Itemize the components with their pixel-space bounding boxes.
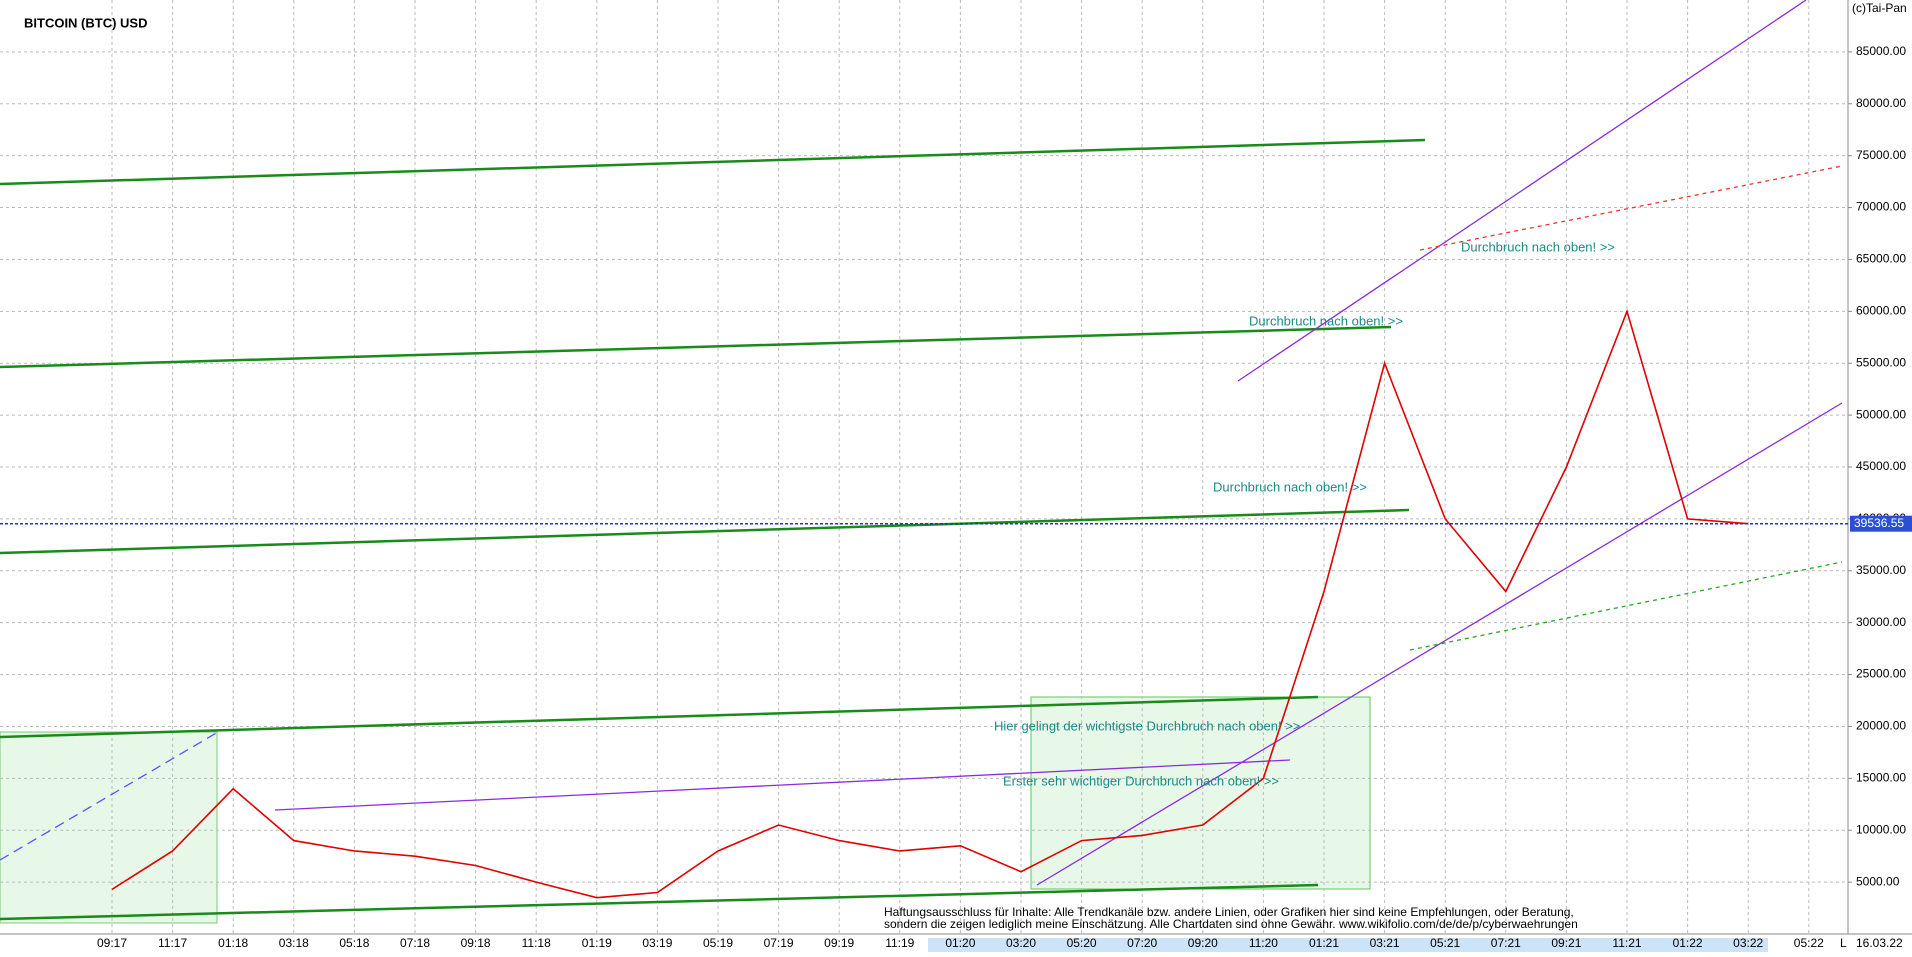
x-tick-label: 07:21 [1491, 936, 1521, 950]
x-tick-label: 09:19 [824, 936, 854, 950]
channel-line [274, 759, 1291, 811]
zone-box [1030, 696, 1371, 890]
x-tick-label: 05:21 [1430, 936, 1460, 950]
trend-line [0, 883, 1319, 921]
x-tick-label: 01:18 [218, 936, 248, 950]
y-tick-label: 45000.00 [1856, 459, 1906, 473]
last-price-box [1850, 515, 1912, 532]
trend-line [0, 508, 1410, 555]
y-tick-label: 85000.00 [1856, 44, 1906, 58]
y-tick-label: 80000.00 [1856, 96, 1906, 110]
support-line [1409, 561, 1843, 651]
channel-lines [0, 0, 1843, 886]
x-tick-label: 09:18 [461, 936, 491, 950]
x-tick-label: 09:20 [1188, 936, 1218, 950]
trend-line [0, 731, 219, 861]
y-tick-label: 65000.00 [1856, 252, 1906, 266]
x-tick-label: 11:18 [522, 936, 551, 950]
x-tick-label: 07:18 [400, 936, 430, 950]
y-tick-label: 35000.00 [1856, 563, 1906, 577]
y-tick-label: 50000.00 [1856, 407, 1906, 421]
annotation: Durchbruch nach oben! >> [1461, 239, 1615, 254]
x-tick-label: 11:19 [885, 936, 914, 950]
scale-mode: L [1840, 936, 1847, 950]
annotation: Durchbruch nach oben! >> [1213, 479, 1367, 494]
x-tick-label: 03:21 [1370, 936, 1400, 950]
x-tick-label: 01:19 [582, 936, 612, 950]
x-tick-label: 07:19 [764, 936, 794, 950]
zone-box [0, 731, 218, 924]
x-tick-label: 03:22 [1733, 936, 1763, 950]
x-tick-label: 03:19 [642, 936, 672, 950]
trend-line [0, 695, 1319, 739]
copyright: (c)Tai-Pan [1852, 1, 1907, 15]
x-tick-label: 01:20 [945, 936, 975, 950]
trend-line [0, 325, 1392, 369]
disclaimer: Haftungsausschluss für Inhalte: Alle Tre… [884, 905, 1574, 919]
y-tick-label: 15000.00 [1856, 771, 1906, 785]
date-label: 16.03.22 [1856, 936, 1903, 950]
disclaimer: sondern die zeigen lediglich meine Einsc… [884, 917, 1578, 931]
chart-title: BITCOIN (BTC) USD [24, 15, 148, 30]
x-tick-label: 01:22 [1673, 936, 1703, 950]
trend-lines [0, 138, 1426, 921]
x-tick-label: 05:22 [1794, 936, 1824, 950]
annotation: Hier gelingt der wichtigste Durchbruch n… [994, 718, 1300, 733]
y-tick-label: 70000.00 [1856, 200, 1906, 214]
y-tick-label: 30000.00 [1856, 615, 1906, 629]
y-tick-label: 5000.00 [1856, 874, 1900, 888]
y-tick-label: 10000.00 [1856, 822, 1906, 836]
x-tick-label: 05:19 [703, 936, 733, 950]
x-tick-label: 09:21 [1551, 936, 1581, 950]
y-tick-label: 25000.00 [1856, 667, 1906, 681]
x-tick-label: 03:20 [1006, 936, 1036, 950]
last-price-label: 39536.55 [1854, 516, 1904, 530]
x-tick-label: 01:21 [1309, 936, 1339, 950]
x-tick-label: 11:21 [1612, 936, 1641, 950]
y-tick-label: 55000.00 [1856, 355, 1906, 369]
y-tick-label: 20000.00 [1856, 719, 1906, 733]
annotation: Erster sehr wichtiger Durchbruch nach ob… [1003, 773, 1279, 788]
x-tick-label: 03:18 [279, 936, 309, 950]
annotation: Durchbruch nach oben! >> [1249, 313, 1403, 328]
price-line [111, 308, 1749, 899]
channel-line [1237, 0, 1807, 382]
x-tick-label: 07:20 [1127, 936, 1157, 950]
axis-highlight [928, 938, 1768, 952]
y-tick-label: 60000.00 [1856, 304, 1906, 318]
trend-line [0, 138, 1426, 186]
x-tick-label: 05:18 [339, 936, 369, 950]
x-tick-label: 11:20 [1249, 936, 1278, 950]
channel-line [1036, 402, 1843, 886]
x-tick-label: 09:17 [97, 936, 127, 950]
y-tick-label: 75000.00 [1856, 148, 1906, 162]
x-tick-label: 05:20 [1067, 936, 1097, 950]
x-tick-label: 11:17 [158, 936, 187, 950]
